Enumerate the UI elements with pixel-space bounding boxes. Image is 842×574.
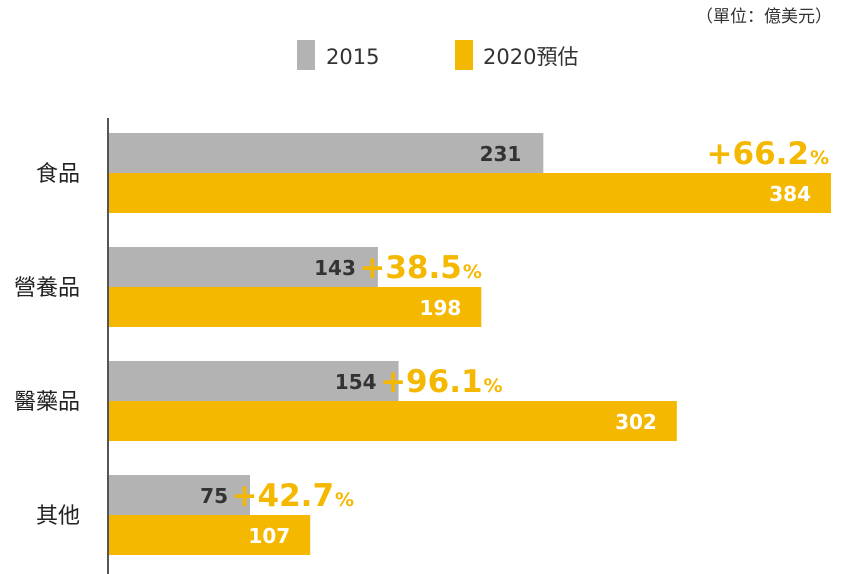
category-label-0: 食品 [36, 162, 80, 187]
legend-swatch-2020 [455, 40, 473, 70]
bars-group [109, 133, 831, 555]
unit-note: （單位：億美元） [696, 7, 832, 27]
legend-swatch-2015 [297, 40, 315, 70]
growth-label-1: +38.5 [359, 250, 461, 286]
value-label-2015-0: 231 [480, 142, 522, 166]
growth-percent-sign-0: % [810, 147, 829, 169]
bar-2020-0 [109, 173, 831, 213]
category-label-1: 營養品 [14, 276, 80, 301]
value-label-2015-2: 154 [335, 370, 377, 394]
bar-2020-1 [109, 287, 482, 327]
bar-2015-2 [109, 361, 399, 401]
bar-2015-1 [109, 247, 378, 287]
legend-label-2020: 2020預估 [483, 45, 578, 69]
growth-label-0: +66.2 [707, 136, 809, 172]
bar-2020-3 [109, 515, 311, 555]
bar-2020-2 [109, 401, 677, 441]
value-label-2020-2: 302 [615, 410, 657, 434]
bar-2015-3 [109, 475, 251, 515]
legend-label-2015: 2015 [326, 45, 379, 69]
growth-label-2: +96.1 [380, 364, 482, 400]
value-label-2015-1: 143 [314, 256, 356, 280]
value-label-2015-3: 75 [200, 484, 228, 508]
bar-2015-0 [109, 133, 544, 173]
value-label-2020-1: 198 [420, 296, 462, 320]
value-label-2020-0: 384 [769, 182, 811, 206]
legend: 2015 2020預估 [297, 40, 578, 70]
growth-percent-sign-2: % [484, 375, 503, 397]
growth-label-3: +42.7 [232, 478, 334, 514]
labels-group: 食品 231 384 +66.2 % 營養品 143 198 +38.5 % 醫藥品 154 302 +9… [14, 136, 829, 548]
value-label-2020-3: 107 [248, 524, 290, 548]
growth-percent-sign-3: % [335, 489, 354, 511]
growth-percent-sign-1: % [463, 261, 482, 283]
category-label-3: 其他 [36, 504, 80, 529]
category-label-2: 醫藥品 [14, 390, 80, 415]
